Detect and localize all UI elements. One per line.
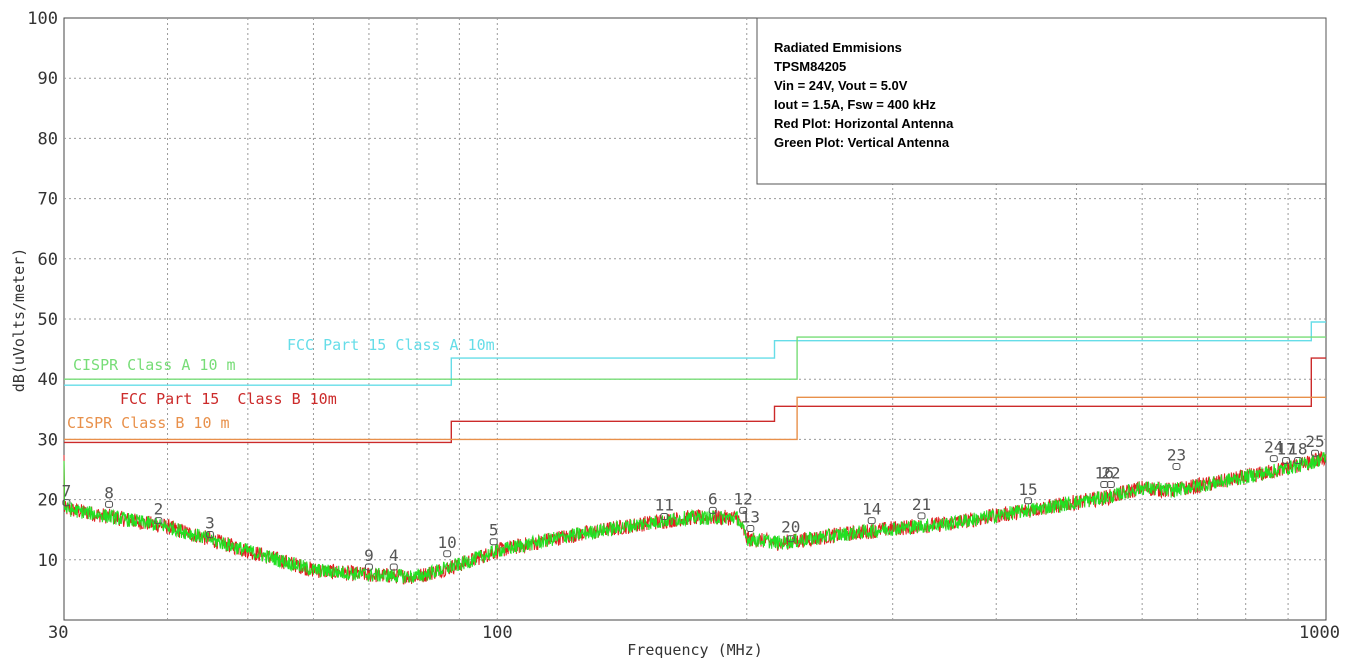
- x-tick-labels: 30 100 1000: [48, 623, 1340, 643]
- limit-line: [64, 321, 1326, 386]
- peak-marker-label: 25: [1305, 432, 1324, 451]
- y-axis-title: dB(uVolts/meter): [10, 248, 28, 393]
- peak-marker-label: 14: [862, 500, 881, 519]
- peak-marker: [364, 563, 373, 571]
- peak-marker: [389, 563, 398, 571]
- peak-marker-label: 7: [62, 482, 72, 501]
- peak-marker: [1106, 481, 1115, 489]
- annotation-line-3: Vin = 24V, Vout = 5.0V: [774, 78, 908, 93]
- peak-marker: [205, 531, 214, 539]
- y-tick-labels: 10 20 30 40 50 60 70 80 90 100: [27, 9, 58, 571]
- peak-marker: [739, 506, 748, 514]
- peak-marker-label: 15: [1018, 480, 1037, 499]
- y-tick-label: 50: [38, 310, 58, 330]
- peak-marker: [443, 550, 452, 558]
- peak-marker: [917, 512, 926, 520]
- peak-marker-label: 9: [364, 546, 374, 565]
- annotation-line-4: Iout = 1.5A, Fsw = 400 kHz: [774, 97, 936, 112]
- peak-marker-label: 6: [708, 489, 718, 508]
- annotation-line-1: Radiated Emmisions: [774, 40, 902, 55]
- peak-marker-label: 2: [154, 500, 164, 519]
- y-tick-label: 70: [38, 190, 58, 210]
- peak-marker: [1269, 455, 1278, 463]
- peak-marker-label: 10: [438, 533, 457, 552]
- y-tick-label: 100: [27, 9, 58, 29]
- peak-marker: [867, 517, 876, 525]
- peak-marker-label: 23: [1167, 445, 1186, 464]
- limit-line: [64, 396, 1326, 441]
- peak-marker-label: 16: [1095, 464, 1114, 483]
- limit-labels: FCC Part 15 Class A 10m CISPR Class A 10…: [67, 336, 495, 432]
- annotation-box-frame: [756, 17, 1327, 185]
- peak-marker-label: 20: [781, 518, 800, 537]
- peak-marker: [154, 517, 163, 525]
- limit-label-cispr-class-a: CISPR Class A 10 m: [73, 356, 236, 374]
- peak-marker: [786, 535, 795, 543]
- peak-marker: [105, 500, 114, 508]
- limit-lines: [64, 321, 1326, 444]
- peak-marker: [1293, 456, 1302, 464]
- y-tick-label: 20: [38, 491, 58, 511]
- peak-marker-label: 11: [655, 495, 674, 514]
- peak-marker: [660, 512, 669, 520]
- peak-marker-label: 4: [389, 546, 399, 565]
- peak-marker: [1172, 462, 1181, 470]
- y-tick-label: 60: [38, 250, 58, 270]
- y-tick-label: 10: [38, 551, 58, 571]
- x-tick-label: 30: [48, 623, 68, 643]
- peak-marker-label: 8: [104, 483, 114, 502]
- y-tick-label: 80: [38, 129, 58, 149]
- peak-marker-label: 22: [1101, 464, 1120, 483]
- peak-marker-label: 12: [734, 489, 753, 508]
- x-axis-title: Frequency (MHz): [627, 641, 762, 659]
- peak-marker-label: 13: [741, 507, 760, 526]
- limit-label-fcc-class-b: FCC Part 15 Class B 10m: [120, 390, 337, 408]
- peak-marker-label: 24: [1264, 438, 1283, 457]
- limit-line: [64, 336, 1326, 380]
- annotation-line-6: Green Plot: Vertical Antenna: [774, 135, 950, 150]
- y-tick-label: 40: [38, 370, 58, 390]
- limit-label-cispr-class-b: CISPR Class B 10 m: [67, 414, 230, 432]
- peak-marker-label: 18: [1288, 439, 1307, 458]
- peak-marker-label: 17: [1276, 439, 1295, 458]
- peak-marker: [1282, 456, 1291, 464]
- peak-marker-label: 5: [489, 521, 499, 540]
- series-vertical-trace: [63, 452, 1327, 584]
- y-tick-label: 30: [38, 430, 58, 450]
- y-tick-label: 90: [38, 69, 58, 89]
- peak-marker: [1024, 497, 1033, 505]
- peak-marker: [489, 538, 498, 546]
- peak-marker: [1311, 449, 1320, 457]
- emission-traces: [63, 450, 1327, 585]
- peak-marker: [746, 524, 755, 532]
- annotation-line-5: Red Plot: Horizontal Antenna: [774, 116, 954, 131]
- peak-marker: [62, 499, 71, 507]
- annotation-box: Radiated Emmisions TPSM84205 Vin = 24V, …: [756, 17, 1327, 185]
- peak-marker-label: 3: [205, 514, 215, 533]
- annotation-line-2: TPSM84205: [774, 59, 846, 74]
- x-tick-label: 100: [482, 623, 513, 643]
- limit-label-fcc-class-a: FCC Part 15 Class A 10m: [287, 336, 495, 354]
- peak-marker: [708, 506, 717, 514]
- peak-marker-label: 21: [912, 495, 931, 514]
- x-tick-label: 1000: [1299, 623, 1340, 643]
